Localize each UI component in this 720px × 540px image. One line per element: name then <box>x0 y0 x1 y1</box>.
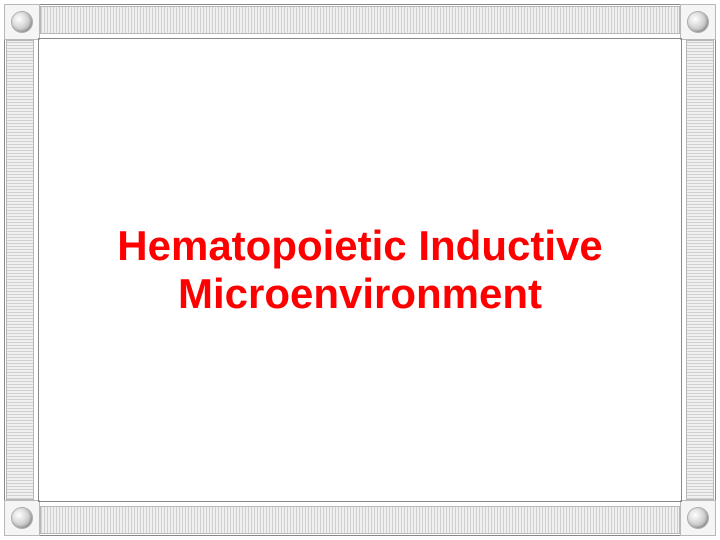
title-container: Hematopoietic Inductive Microenvironment <box>0 0 720 540</box>
slide-title: Hematopoietic Inductive Microenvironment <box>70 222 650 319</box>
